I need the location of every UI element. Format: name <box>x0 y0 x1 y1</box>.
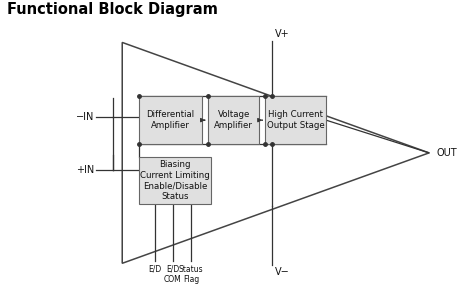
Text: E/D: E/D <box>148 265 161 274</box>
Bar <box>208 96 259 144</box>
Text: +IN: +IN <box>76 164 94 175</box>
Text: Status
Flag: Status Flag <box>179 265 203 284</box>
Text: Biasing
Current Limiting
Enable/Disable
Status: Biasing Current Limiting Enable/Disable … <box>140 160 210 201</box>
Text: E/D
COM: E/D COM <box>164 265 182 284</box>
Text: Differential
Amplifier: Differential Amplifier <box>146 110 194 130</box>
Text: V+: V+ <box>275 29 290 38</box>
Text: −IN: −IN <box>76 112 94 122</box>
Bar <box>138 157 211 204</box>
Text: Voltage
Amplifier: Voltage Amplifier <box>214 110 253 130</box>
Bar <box>138 96 202 144</box>
Text: V−: V− <box>275 267 290 277</box>
Text: OUT: OUT <box>436 148 457 158</box>
Text: High Current
Output Stage: High Current Output Stage <box>267 110 324 130</box>
Bar <box>265 96 326 144</box>
Text: Functional Block Diagram: Functional Block Diagram <box>8 2 219 17</box>
